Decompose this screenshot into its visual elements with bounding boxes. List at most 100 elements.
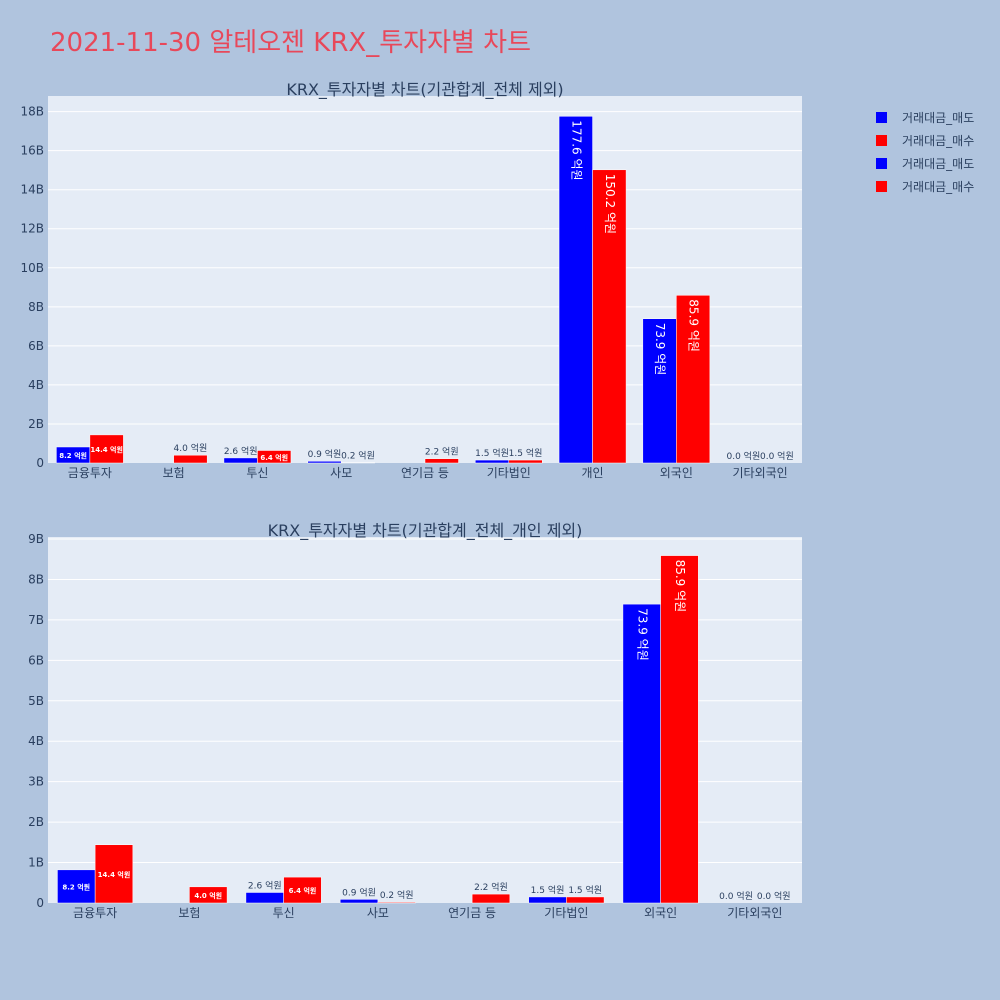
x-tick-label: 연기금 등 (401, 466, 449, 480)
y-tick-label: 8B (28, 300, 44, 314)
y-tick-label: 0 (36, 456, 44, 470)
bar (307, 460, 342, 464)
data-label: 0.0 억원 (757, 890, 791, 902)
data-label: 0.0 억원 (726, 450, 760, 462)
y-tick-label: 2B (28, 417, 44, 431)
legend-swatch (876, 112, 887, 123)
data-label: 2.6 억원 (224, 445, 258, 457)
legend[interactable]: 거래대금_매도 거래대금_매수 거래대금_매도 거래대금_매수 (876, 106, 974, 198)
y-tick-label: 0 (36, 896, 44, 910)
x-tick-label: 보험 (163, 466, 185, 480)
data-label: 0.9 억원 (342, 886, 376, 898)
data-label: 73.9 억원 (653, 323, 667, 376)
legend-item[interactable]: 거래대금_매수 (876, 129, 974, 152)
bar (471, 893, 511, 904)
bar (642, 318, 677, 464)
bar (676, 295, 711, 464)
y-tick-label: 6B (28, 653, 44, 667)
bar (89, 434, 124, 464)
bar (94, 844, 134, 904)
data-label: 177.6 억원 (569, 120, 583, 180)
y-tick-label: 16B (20, 144, 44, 158)
x-tick-label: 연기금 등 (448, 906, 496, 920)
bar (189, 886, 228, 904)
x-tick-label: 기타법인 (544, 906, 588, 920)
x-tick-label: 외국인 (644, 906, 677, 920)
x-tick-label: 투신 (273, 906, 295, 920)
bar (223, 457, 258, 464)
bar (622, 603, 661, 904)
x-tick-label: 보험 (178, 906, 200, 920)
x-tick-label: 금융투자 (68, 466, 112, 480)
y-tick-label: 9B (28, 532, 44, 546)
y-tick-label: 10B (20, 261, 44, 275)
data-label: 85.9 억원 (687, 299, 701, 352)
chart-title: KRX_투자자별 차트(기관합계_전체 제외) (286, 80, 563, 100)
legend-item[interactable]: 거래대금_매도 (876, 152, 974, 175)
bar (245, 892, 284, 904)
legend-label: 거래대금_매수 (902, 134, 975, 148)
y-tick-label: 12B (20, 222, 44, 236)
data-label: 2.2 억원 (425, 446, 459, 458)
data-label: 8.2 억원 (62, 882, 90, 891)
legend-label: 거래대금_매도 (902, 111, 975, 125)
x-tick-label: 기타법인 (487, 466, 531, 480)
y-tick-label: 2B (28, 815, 44, 829)
bar (173, 454, 208, 464)
y-tick-label: 18B (20, 105, 44, 119)
x-tick-label: 기타외국인 (727, 906, 782, 920)
legend-item[interactable]: 거래대금_매수 (876, 175, 974, 198)
x-tick-label: 개인 (582, 466, 604, 480)
x-tick-label: 금융투자 (73, 906, 117, 920)
x-tick-label: 투신 (246, 466, 268, 480)
data-label: 2.6 억원 (248, 879, 282, 891)
bar (508, 459, 543, 464)
bar (424, 458, 459, 464)
data-label: 85.9 억원 (673, 560, 687, 613)
y-tick-label: 14B (20, 183, 44, 197)
data-label: 0.0 억원 (719, 890, 753, 902)
y-tick-label: 3B (28, 775, 44, 789)
legend-swatch (876, 181, 887, 192)
y-tick-label: 4B (28, 734, 44, 748)
x-tick-label: 사모 (367, 906, 389, 920)
data-label: 4.0 억원 (174, 442, 208, 454)
data-label: 6.4 억원 (289, 886, 317, 895)
bar (592, 169, 627, 464)
legend-label: 거래대금_매수 (902, 180, 975, 194)
data-label: 0.2 억원 (380, 889, 414, 901)
data-label: 1.5 억원 (568, 884, 602, 896)
data-label: 14.4 억원 (98, 870, 131, 879)
bar (566, 896, 605, 904)
y-tick-label: 1B (28, 856, 44, 870)
data-label: 1.5 억원 (509, 447, 543, 459)
legend-swatch (876, 135, 887, 146)
bar (377, 901, 416, 904)
data-label: 2.2 억원 (474, 881, 508, 893)
page-title: 2021-11-30 알테오젠 KRX_투자자별 차트 (50, 28, 532, 58)
x-tick-label: 외국인 (660, 466, 693, 480)
x-tick-label: 기타외국인 (733, 466, 788, 480)
legend-label: 거래대금_매도 (902, 157, 975, 171)
data-label: 4.0 억원 (194, 891, 222, 900)
bar (528, 896, 567, 904)
bar (257, 450, 292, 464)
y-tick-label: 4B (28, 378, 44, 392)
y-tick-label: 5B (28, 694, 44, 708)
chart-title: KRX_투자자별 차트(기관합계_전체_개인 제외) (268, 521, 583, 541)
data-label: 1.5 억원 (475, 447, 509, 459)
bar (283, 876, 322, 904)
data-label: 0.0 억원 (760, 450, 794, 462)
data-label: 73.9 억원 (635, 608, 649, 661)
legend-item[interactable]: 거래대금_매도 (876, 106, 974, 129)
data-label: 8.2 억원 (59, 451, 87, 460)
bar (475, 459, 510, 464)
y-tick-label: 7B (28, 613, 44, 627)
data-label: 0.2 억원 (341, 450, 375, 462)
y-tick-label: 8B (28, 572, 44, 586)
bar (57, 869, 96, 904)
data-label: 14.4 억원 (90, 445, 123, 454)
data-label: 150.2 억원 (603, 174, 617, 234)
